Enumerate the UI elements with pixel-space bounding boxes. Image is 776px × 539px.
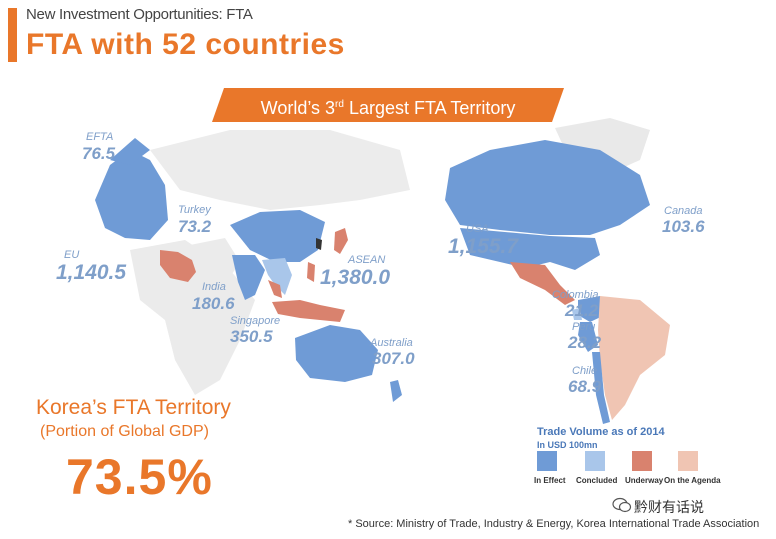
chile-value: 68.9 <box>568 377 602 396</box>
legend-swatch-on-the-agenda <box>678 451 698 471</box>
canada-shape <box>445 140 650 235</box>
china-shape <box>230 210 325 262</box>
india-shape <box>232 255 265 300</box>
malaysia-shape <box>268 280 282 298</box>
australia-name: Australia <box>370 337 413 349</box>
eu-shape <box>95 150 168 240</box>
india-value: 180.6 <box>192 294 235 313</box>
peru-shape <box>578 322 598 352</box>
usa-value: 1,155.7 <box>448 235 519 258</box>
asean-value: 1,380.0 <box>320 266 391 289</box>
ecuador-shape <box>572 308 582 320</box>
legend-title: Trade Volume as of 2014 <box>537 426 665 438</box>
legend-swatch-concluded <box>585 451 605 471</box>
colombia-shape <box>578 296 605 322</box>
efta-shape <box>110 138 150 165</box>
banner-background <box>212 88 564 122</box>
efta-value: 76.5 <box>82 144 116 163</box>
wechat-icon <box>612 497 632 513</box>
turkey-name: Turkey <box>178 204 211 216</box>
legend-label-on-the-agenda: On the Agenda <box>664 476 721 485</box>
peru-name: Peru <box>572 321 596 333</box>
title-accent-bar <box>8 8 17 62</box>
asean-name: ASEAN <box>348 254 386 266</box>
banner-text-main: World’s 3 <box>260 98 336 118</box>
mexico-shape <box>510 262 575 305</box>
new-zealand-shape <box>390 380 402 402</box>
usa-name: USA <box>466 223 489 235</box>
usa-shape <box>460 228 600 270</box>
legend-swatch-underway <box>632 451 652 471</box>
turkey-value: 73.2 <box>178 217 212 236</box>
turkey-region-shape <box>160 250 196 282</box>
peru-value: 28.2 <box>568 333 602 352</box>
australia-value: 307.0 <box>372 349 415 368</box>
australia-shape <box>295 325 378 382</box>
legend-label-underway: Underway <box>625 476 664 485</box>
legend-unit: In USD 100mn <box>537 440 598 450</box>
middle-east-shape <box>190 238 240 280</box>
chile-shape <box>592 352 610 424</box>
colombia-name: Colombia <box>552 289 599 301</box>
korea-fta-subtitle: (Portion of Global GDP) <box>40 423 209 440</box>
singapore-name: Singapore <box>230 315 281 327</box>
russia-shape <box>150 130 410 210</box>
south-america-shape <box>598 296 670 420</box>
watermark-text: 黔财有话说 <box>634 499 704 515</box>
banner-superscript: rd <box>335 99 344 110</box>
efta-name: EFTA <box>86 131 114 143</box>
africa-shape <box>130 240 255 395</box>
banner-text-rest: Largest FTA Territory <box>343 98 516 118</box>
canada-name: Canada <box>664 205 703 217</box>
colombia-value: 21.2 <box>565 301 599 320</box>
page-title: FTA with 52 countries <box>26 28 345 61</box>
page-subtitle: New Investment Opportunities: FTA <box>26 6 253 23</box>
southeast-asia-shape <box>262 258 292 295</box>
eu-name: EU <box>64 249 80 261</box>
indonesia-shape <box>272 300 345 322</box>
canada-value: 103.6 <box>662 217 705 236</box>
japan-shape <box>334 228 348 254</box>
eu-value: 1,140.5 <box>56 261 127 284</box>
legend-swatch-in-effect <box>537 451 557 471</box>
singapore-value: 350.5 <box>230 327 273 346</box>
korea-fta-title: Korea’s FTA Territory <box>36 396 231 419</box>
chile-name: Chile <box>572 365 598 377</box>
fta-territory-banner: World’s 3rd Largest FTA Territory <box>212 88 564 122</box>
korea-shape <box>316 238 322 250</box>
korea-gdp-percent: 73.5% <box>66 449 213 505</box>
source-note: * Source: Ministry of Trade, Industry & … <box>348 518 760 530</box>
legend-label-concluded: Concluded <box>576 476 618 485</box>
india-name: India <box>202 281 226 293</box>
legend-label-in-effect: In Effect <box>534 476 566 485</box>
philippines-shape <box>307 262 315 282</box>
